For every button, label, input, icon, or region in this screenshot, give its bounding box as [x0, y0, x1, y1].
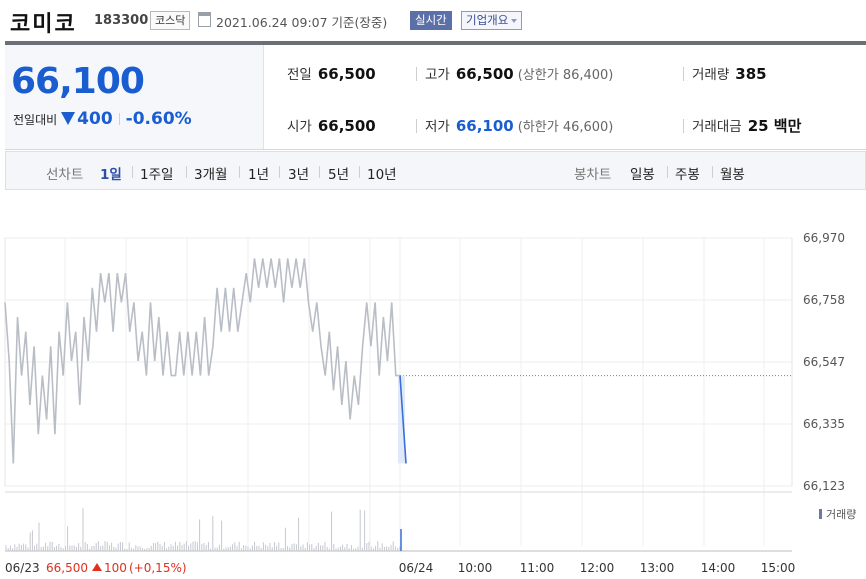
- today-range-highlight: [398, 375, 405, 464]
- change-label: 전일대비: [13, 113, 58, 127]
- divider: [319, 166, 320, 178]
- change-amount: 400: [77, 109, 113, 129]
- divider: [359, 166, 360, 178]
- volume-bars: 거래량: [5, 508, 856, 551]
- stat-label: 고가: [425, 67, 450, 83]
- stat-value: 66,500: [455, 65, 514, 83]
- tab-weekly-candle[interactable]: 주봉: [675, 167, 700, 183]
- divider: [186, 166, 187, 178]
- chart-lines: [4, 258, 407, 464]
- x-tick-label: 06/24: [399, 561, 434, 575]
- x-tick-label: 12:00: [580, 561, 615, 575]
- stat-label: 저가: [425, 119, 450, 135]
- stat-prev-close: 전일 66,500: [287, 63, 376, 83]
- quote-summary: 66,100 전일대비 400 -0.60% 전일 66,500 고가 66,500 (상…: [5, 45, 866, 150]
- company-overview-label: 기업개요: [466, 13, 509, 27]
- x-tick-label: 15:00: [761, 561, 796, 575]
- prev-day-date: 06/23: [5, 561, 40, 575]
- stat-value: 66,500: [317, 65, 376, 83]
- stat-high: 고가 66,500 (상한가 86,400): [425, 63, 613, 83]
- x-axis-labels: 06/24 10:00 11:00 12:00 13:00 14:00 15:00 06/23…: [5, 561, 795, 575]
- divider: [416, 119, 417, 133]
- stock-name: 코미코: [10, 12, 77, 37]
- stat-value: 66,500: [317, 117, 376, 135]
- tab-1day[interactable]: 1일: [100, 167, 122, 183]
- up-triangle-icon: [92, 563, 102, 571]
- lower-limit: (하한가 46,600): [517, 120, 614, 135]
- header-divider: [5, 41, 866, 45]
- stock-code: 183300: [94, 13, 149, 28]
- stock-header: 코미코 183300 코스닥 2021.06.24 09:07 기준(장중) 실…: [0, 0, 866, 42]
- prev-day-summary: 06/23 66,500 100 (+0,15%): [5, 561, 187, 575]
- tab-10year[interactable]: 10년: [367, 167, 397, 183]
- stat-amount: 거래대금 25 백만: [692, 115, 801, 136]
- divider: [118, 113, 120, 125]
- stat-label: 시가: [287, 119, 312, 135]
- x-tick-label: 10:00: [458, 561, 493, 575]
- company-overview-dropdown[interactable]: 기업개요: [461, 11, 523, 30]
- quote-datetime: 2021.06.24 09:07 기준(장중): [216, 15, 388, 30]
- stat-value: 385: [735, 65, 767, 83]
- stat-label: 거래대금: [692, 119, 742, 135]
- change-percent: -0.60%: [125, 109, 192, 129]
- divider: [683, 119, 684, 133]
- stat-open: 시가 66,500: [287, 115, 376, 135]
- tab-monthly-candle[interactable]: 월봉: [720, 167, 745, 183]
- prev-day-change: 100: [104, 561, 127, 575]
- x-tick-label: 14:00: [701, 561, 736, 575]
- series-line-prev-day: [4, 258, 400, 464]
- stat-label: 거래량: [692, 67, 730, 83]
- volume-legend: 거래량: [819, 508, 856, 521]
- x-tick-label: 13:00: [640, 561, 675, 575]
- price-chart[interactable]: 66,970 66,758 66,547 66,335 66,123 거래량 06/24…: [0, 190, 866, 579]
- stat-volume: 거래량 385: [692, 63, 767, 83]
- volume-legend-swatch: [819, 509, 822, 519]
- price-chart-svg: 66,970 66,758 66,547 66,335 66,123 거래량 06/24…: [4, 231, 856, 575]
- tab-1week[interactable]: 1주일: [140, 167, 174, 183]
- x-tick-label: 11:00: [520, 561, 555, 575]
- calendar-icon: [198, 12, 211, 27]
- market-badge: 코스닥: [150, 11, 191, 30]
- series-line-today: [399, 375, 407, 464]
- current-price: 66,100: [11, 61, 145, 102]
- current-price-panel: 66,100 전일대비 400 -0.60%: [5, 45, 264, 149]
- y-tick-label: 66,335: [803, 417, 845, 431]
- line-chart-label: 선차트: [46, 167, 84, 183]
- y-tick-label: 66,758: [803, 293, 845, 307]
- realtime-button[interactable]: 실시간: [410, 11, 452, 30]
- divider: [239, 166, 240, 178]
- prev-day-pct: (+0,15%): [129, 561, 187, 575]
- tab-3year[interactable]: 3년: [288, 167, 310, 183]
- volume-legend-label: 거래량: [826, 508, 856, 521]
- price-change: 전일대비 400 -0.60%: [13, 109, 192, 129]
- stat-value: 66,100: [455, 117, 514, 135]
- candle-chart-label: 봉차트: [574, 167, 612, 183]
- tab-1year[interactable]: 1년: [248, 167, 270, 183]
- tab-5year[interactable]: 5년: [328, 167, 350, 183]
- y-axis-labels: 66,970 66,758 66,547 66,335 66,123: [803, 231, 845, 493]
- divider: [279, 166, 280, 178]
- tab-daily-candle[interactable]: 일봉: [630, 167, 655, 183]
- upper-limit: (상한가 86,400): [517, 68, 614, 83]
- divider: [132, 166, 133, 178]
- y-tick-label: 66,970: [803, 231, 845, 245]
- y-tick-label: 66,547: [803, 355, 845, 369]
- divider: [683, 67, 684, 81]
- divider: [416, 67, 417, 81]
- tab-3month[interactable]: 3개월: [194, 167, 228, 183]
- stat-value: 25 백만: [747, 117, 802, 135]
- stat-low: 저가 66,100 (하한가 46,600): [425, 115, 613, 135]
- chart-period-tabs: 선차트 1일 1주일 3개월 1년 3년 5년 10년 봉차트 일봉 주봉 월봉: [5, 151, 866, 190]
- caret-down-icon: [511, 18, 518, 23]
- divider: [712, 166, 713, 178]
- stat-label: 전일: [287, 67, 312, 83]
- down-triangle-icon: [61, 112, 76, 125]
- y-tick-label: 66,123: [803, 479, 845, 493]
- prev-day-close: 66,500: [46, 561, 88, 575]
- divider: [667, 166, 668, 178]
